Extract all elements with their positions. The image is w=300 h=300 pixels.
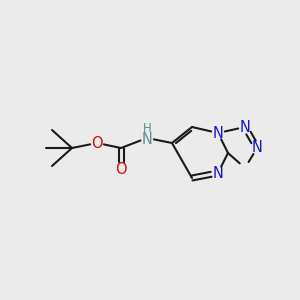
Text: N: N <box>213 166 224 181</box>
Text: N: N <box>252 140 262 155</box>
Text: O: O <box>91 136 103 151</box>
Text: N: N <box>213 125 224 140</box>
Text: N: N <box>142 131 152 146</box>
Text: H: H <box>142 122 152 134</box>
Text: O: O <box>115 161 127 176</box>
Text: N: N <box>240 119 250 134</box>
